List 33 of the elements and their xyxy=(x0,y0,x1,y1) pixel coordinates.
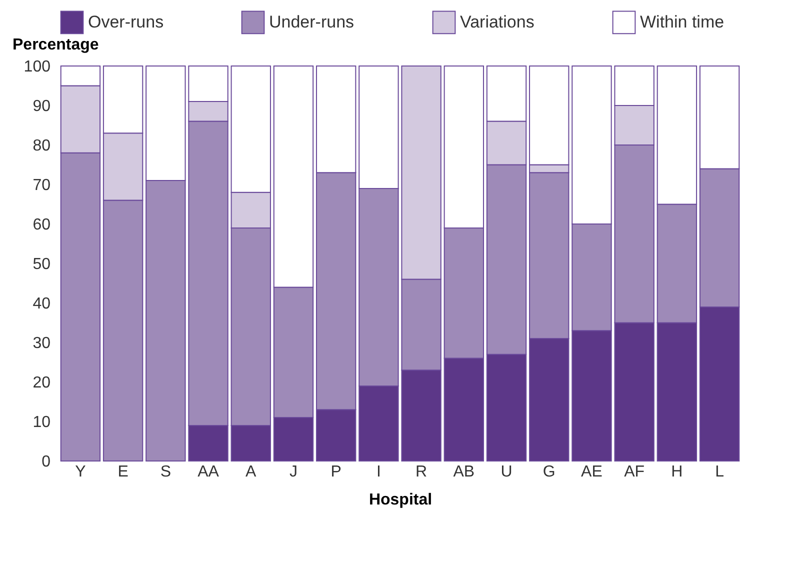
y-tick-label: 50 xyxy=(32,256,51,273)
x-tick-label: J xyxy=(289,464,298,480)
legend-label: Over-runs xyxy=(88,12,164,32)
x-tick-label: AA xyxy=(198,464,220,480)
x-tick-label: AF xyxy=(624,464,645,480)
y-tick-label: 90 xyxy=(32,98,51,115)
x-tick-label: G xyxy=(542,464,556,480)
y-axis-title: Percentage xyxy=(12,36,99,54)
x-tick-label: AB xyxy=(453,464,475,480)
y-tick-label: 0 xyxy=(42,454,51,470)
y-tick-label: 100 xyxy=(24,58,51,76)
x-tick-label: Y xyxy=(75,464,86,480)
x-tick-label: A xyxy=(246,464,257,480)
y-tick-label: 80 xyxy=(32,138,51,154)
x-tick-label: H xyxy=(671,464,683,480)
y-tick-label: 30 xyxy=(32,335,51,352)
x-tick-label: S xyxy=(160,464,171,480)
x-tick-label: U xyxy=(500,464,512,480)
y-tick-label: 40 xyxy=(32,296,51,312)
y-tick-label: 70 xyxy=(32,177,51,194)
y-tick-label: 10 xyxy=(32,414,51,431)
x-tick-label: R xyxy=(416,464,428,480)
x-tick-label: I xyxy=(376,464,381,480)
x-tick-label: E xyxy=(118,464,128,480)
legend-label: Under-runs xyxy=(269,12,354,32)
y-tick-label: 20 xyxy=(32,374,51,392)
x-tick-label: L xyxy=(715,464,724,480)
x-axis-title: Hospital xyxy=(368,492,432,508)
y-tick-label: 60 xyxy=(32,216,51,234)
x-tick-label: AE xyxy=(581,464,602,480)
legend-label: Variations xyxy=(460,12,534,32)
x-tick-label: P xyxy=(330,464,342,480)
legend-label: Within time xyxy=(640,12,724,32)
